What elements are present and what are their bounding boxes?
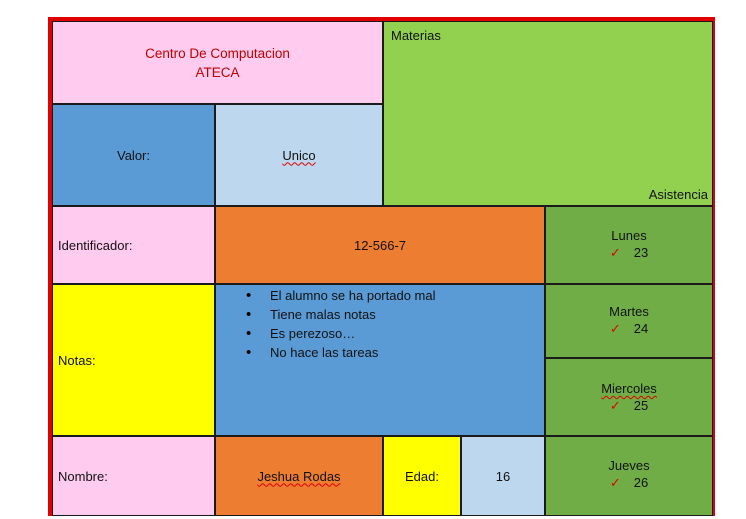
checkmark-icon: ✓ [609, 398, 621, 413]
title-block: Centro De Computacion ATECA [145, 44, 290, 82]
edad-value: 16 [495, 468, 511, 484]
notas-label-cell: Notas: [52, 284, 215, 436]
materias-label: Materias [391, 28, 441, 43]
nombre-label: Nombre: [58, 468, 108, 484]
identificador-label: Identificador: [58, 237, 133, 253]
attendance-lunes-cell: Lunes ✓ 23 [545, 206, 713, 284]
edad-label: Edad: [405, 468, 439, 484]
notas-list-item: No hace las tareas [246, 343, 435, 362]
title-cell: Centro De Computacion ATECA [52, 21, 383, 104]
identificador-value: 12-566-7 [353, 237, 407, 253]
title-line-1: Centro De Computacion [145, 44, 290, 63]
day-name-lunes: Lunes [611, 228, 647, 243]
day-date-lunes: 23 [633, 245, 649, 260]
edad-label-cell: Edad: [383, 436, 461, 516]
valor-label-cell: Valor: [52, 104, 215, 206]
attendance-miercoles: Miercoles ✓ 25 [546, 380, 712, 415]
nombre-value-cell: Jeshua Rodas [215, 436, 383, 516]
day-name-jueves: Jueves [608, 458, 650, 473]
attendance-miercoles-cell: Miercoles ✓ 25 [545, 358, 713, 436]
checkmark-icon: ✓ [609, 321, 621, 336]
valor-value: Unico [282, 147, 316, 163]
day-date-miercoles: 25 [633, 398, 649, 413]
checkmark-icon: ✓ [609, 245, 621, 260]
day-date-martes: 24 [633, 321, 649, 336]
day-name-martes: Martes [609, 304, 649, 319]
edad-value-cell: 16 [461, 436, 545, 516]
identificador-label-cell: Identificador: [52, 206, 215, 284]
notas-label: Notas: [58, 352, 96, 368]
title-word-centro: Centro De Computacion [145, 45, 290, 61]
nombre-label-cell: Nombre: [52, 436, 215, 516]
asistencia-label: Asistencia [648, 187, 708, 202]
attendance-jueves-cell: Jueves ✓ 26 [545, 436, 713, 516]
attendance-martes-cell: Martes ✓ 24 [545, 284, 713, 358]
notas-list-item: El alumno se ha portado mal [246, 286, 435, 305]
identificador-value-cell: 12-566-7 [215, 206, 545, 284]
day-date-jueves: 26 [633, 475, 649, 490]
notas-list: El alumno se ha portado mal Tiene malas … [246, 286, 435, 362]
title-line-2: ATECA [195, 64, 240, 80]
notas-list-cell: El alumno se ha portado mal Tiene malas … [215, 284, 545, 436]
valor-label: Valor: [117, 147, 150, 163]
checkmark-icon: ✓ [609, 475, 621, 490]
nombre-value: Jeshua Rodas [257, 468, 341, 484]
attendance-jueves: Jueves ✓ 26 [546, 457, 712, 492]
attendance-lunes: Lunes ✓ 23 [546, 227, 712, 262]
notas-list-item: Es perezoso… [246, 324, 435, 343]
day-name-miercoles: Miercoles [601, 381, 657, 396]
document-frame: Centro De Computacion ATECA Materias Asi… [48, 17, 715, 516]
materias-cell: Materias Asistencia [383, 21, 713, 206]
valor-value-cell: Unico [215, 104, 383, 206]
notas-list-item: Tiene malas notas [246, 305, 435, 324]
attendance-martes: Martes ✓ 24 [546, 303, 712, 338]
